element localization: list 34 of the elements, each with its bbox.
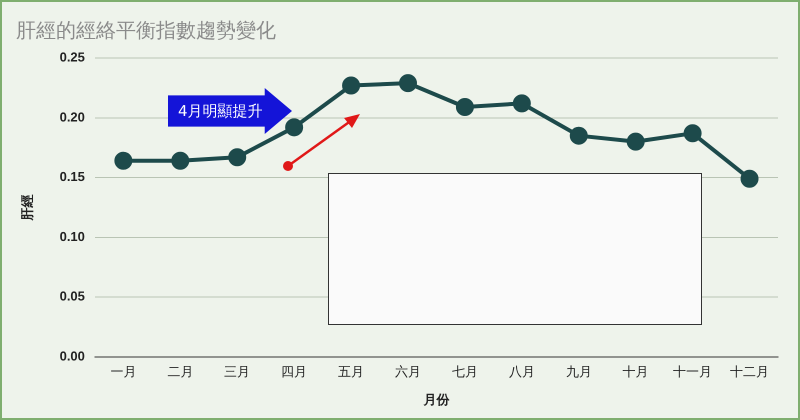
- x-tick-label: 十一月: [673, 364, 712, 380]
- point: [285, 118, 304, 136]
- y-tick-label: 0.25: [60, 50, 85, 65]
- point: [684, 124, 702, 142]
- y-tick-label: 0.20: [60, 109, 85, 124]
- x-tick-label: 十月: [622, 364, 649, 380]
- y-tick-label: 0.00: [60, 348, 85, 364]
- point: [456, 98, 474, 116]
- x-tick-label: 十二月: [730, 364, 770, 380]
- y-axis-title: 肝經: [19, 194, 34, 222]
- y-tick-label: 0.05: [60, 288, 85, 304]
- x-tick-label: 九月: [566, 364, 592, 380]
- x-tick-label: 三月: [224, 364, 250, 380]
- point: [114, 152, 132, 170]
- x-tick-label: 六月: [394, 364, 421, 380]
- point: [570, 126, 588, 145]
- y-tick-label: 0.10: [60, 228, 85, 244]
- x-tick-label: 二月: [167, 364, 194, 380]
- x-tick-label: 四月: [281, 364, 308, 380]
- point: [171, 152, 190, 170]
- point: [398, 74, 417, 92]
- x-tick-label: 一月: [110, 364, 136, 380]
- chart-title: 肝經的經絡平衡指數趨勢變化: [16, 18, 276, 42]
- point: [740, 170, 759, 188]
- x-tick-label: 五月: [338, 364, 364, 380]
- annotation: 4月明顯提升: [177, 101, 263, 122]
- point: [228, 148, 246, 166]
- point: [342, 76, 360, 94]
- x-tick-label: 七月: [452, 364, 478, 380]
- x-axis-title: 月份: [422, 392, 450, 407]
- point: [626, 132, 645, 151]
- y-tick-label: 0.15: [60, 169, 85, 184]
- point: [512, 94, 531, 112]
- x-tick-label: 八月: [508, 364, 535, 380]
